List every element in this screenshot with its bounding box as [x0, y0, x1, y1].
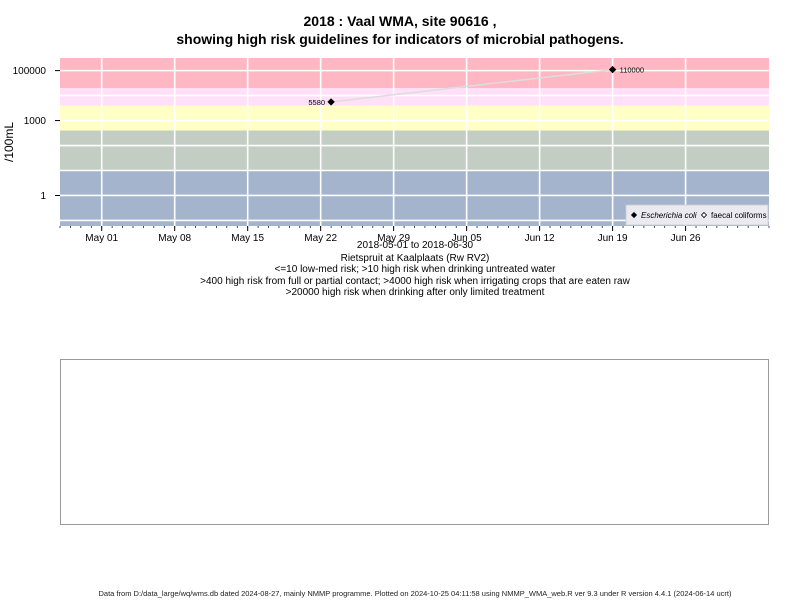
data-label-0-0: 5580 [308, 98, 325, 107]
empty-plot-panel [60, 359, 769, 525]
x-tick-label-8: Jun 26 [671, 233, 701, 244]
subtitle-site: Rietspruit at Kaalplaats (Rw RV2) [340, 253, 490, 264]
y-tick-label-1: 1000 [24, 116, 47, 127]
subtitle-guideline-2: >400 high risk from full or partial cont… [200, 276, 630, 287]
subtitle-guideline-1: <=10 low-med risk; >10 high risk when dr… [274, 264, 556, 275]
x-tick-label-3: May 22 [304, 233, 337, 244]
subtitle-date-range: 2018-05-01 to 2018-06-30 [356, 240, 474, 251]
x-tick-label-5: Jun 05 [452, 233, 482, 244]
legend-marker-0 [630, 211, 638, 219]
footer-note: Data from D:/data_large/wq/wms.db dated … [98, 589, 732, 598]
x-tick-label-0: May 01 [85, 233, 118, 244]
chart-title-line-1: 2018 : Vaal WMA, site 90616 , [303, 13, 497, 29]
data-label-0-1: 110000 [620, 66, 644, 75]
x-tick-label-6: Jun 12 [525, 233, 555, 244]
legend-label-1: faecal coliforms [711, 211, 767, 220]
x-tick-label-1: May 08 [158, 233, 191, 244]
data-point-0-0 [327, 98, 335, 106]
chart-title-line-2: showing high risk guidelines for indicat… [176, 31, 624, 47]
x-tick-label-4: May 29 [377, 233, 410, 244]
subtitle-guideline-3: >20000 high risk when drinking after onl… [285, 287, 545, 298]
risk-band-4 [60, 58, 769, 89]
y-tick-label-0: 1 [40, 191, 46, 202]
x-tick-label-2: May 15 [231, 233, 264, 244]
x-tick-label-7: Jun 19 [598, 233, 628, 244]
data-point-0-1 [608, 65, 617, 74]
legend-label-0: Escherichia coli [641, 211, 697, 220]
series-line-0 [331, 68, 613, 103]
risk-band-2 [60, 105, 769, 131]
y-tick-label-2: 100000 [13, 66, 47, 77]
risk-band-1 [60, 130, 769, 171]
legend-marker-1 [700, 211, 708, 219]
y-axis-label: /100mL [2, 122, 16, 162]
legend-box [625, 204, 769, 226]
risk-band-3 [60, 88, 769, 106]
